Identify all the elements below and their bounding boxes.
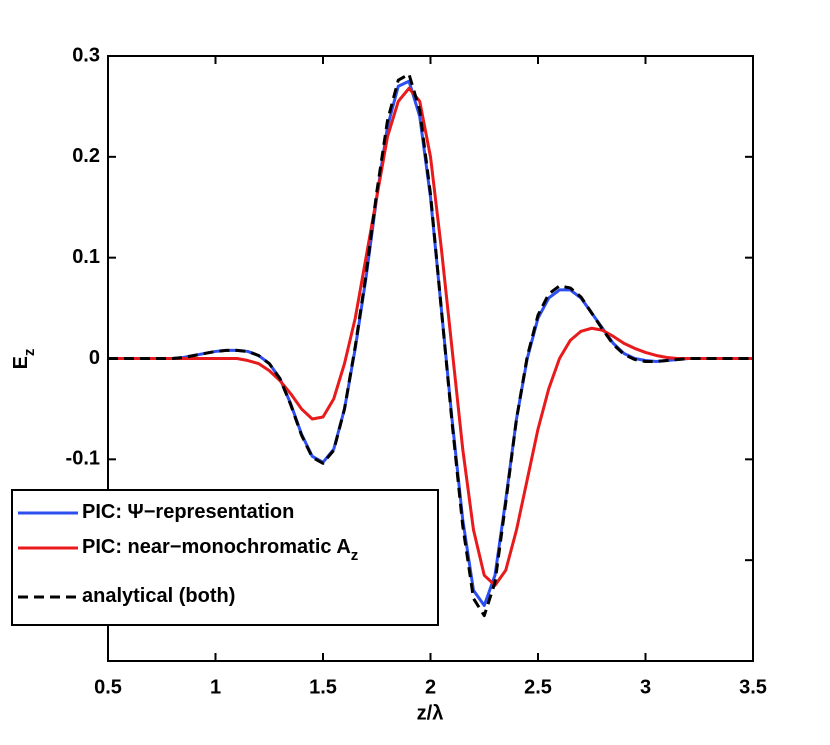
y-axis-label-base: E bbox=[10, 356, 32, 369]
y-axis-label: Ez bbox=[10, 349, 38, 370]
legend-label-text: PIC: near−monochromatic A bbox=[82, 536, 351, 558]
x-tick-label: 1 bbox=[210, 676, 221, 698]
y-tick-label: 0 bbox=[89, 347, 100, 369]
y-tick-label: 0.1 bbox=[72, 246, 100, 268]
x-tick-label: 2 bbox=[425, 676, 436, 698]
data-line bbox=[108, 86, 753, 587]
data-line bbox=[108, 72, 753, 618]
legend-label-text: PIC: Ψ−representation bbox=[82, 501, 294, 523]
legend-label: PIC: near−monochromatic Az bbox=[82, 536, 358, 564]
x-tick-label: 3.5 bbox=[739, 676, 767, 698]
y-tick-label: -0.1 bbox=[66, 448, 100, 470]
y-tick-label: 0.2 bbox=[72, 145, 100, 167]
y-tick-label: 0.3 bbox=[72, 44, 100, 66]
x-tick-label: 2.5 bbox=[524, 676, 552, 698]
legend-label: analytical (both) bbox=[82, 585, 235, 607]
x-axis-label: z/λ bbox=[417, 702, 444, 724]
plot-frame bbox=[107, 55, 754, 662]
legend-label: PIC: Ψ−representation bbox=[82, 501, 294, 523]
x-tick-label: 3 bbox=[640, 676, 651, 698]
legend-label-sub: z bbox=[351, 547, 359, 564]
y-axis-label-sub: z bbox=[21, 349, 38, 357]
legend-label-text: analytical (both) bbox=[82, 585, 235, 607]
x-tick-label: 1.5 bbox=[309, 676, 337, 698]
x-tick-label: 0.5 bbox=[94, 676, 122, 698]
legend-box bbox=[11, 489, 439, 626]
